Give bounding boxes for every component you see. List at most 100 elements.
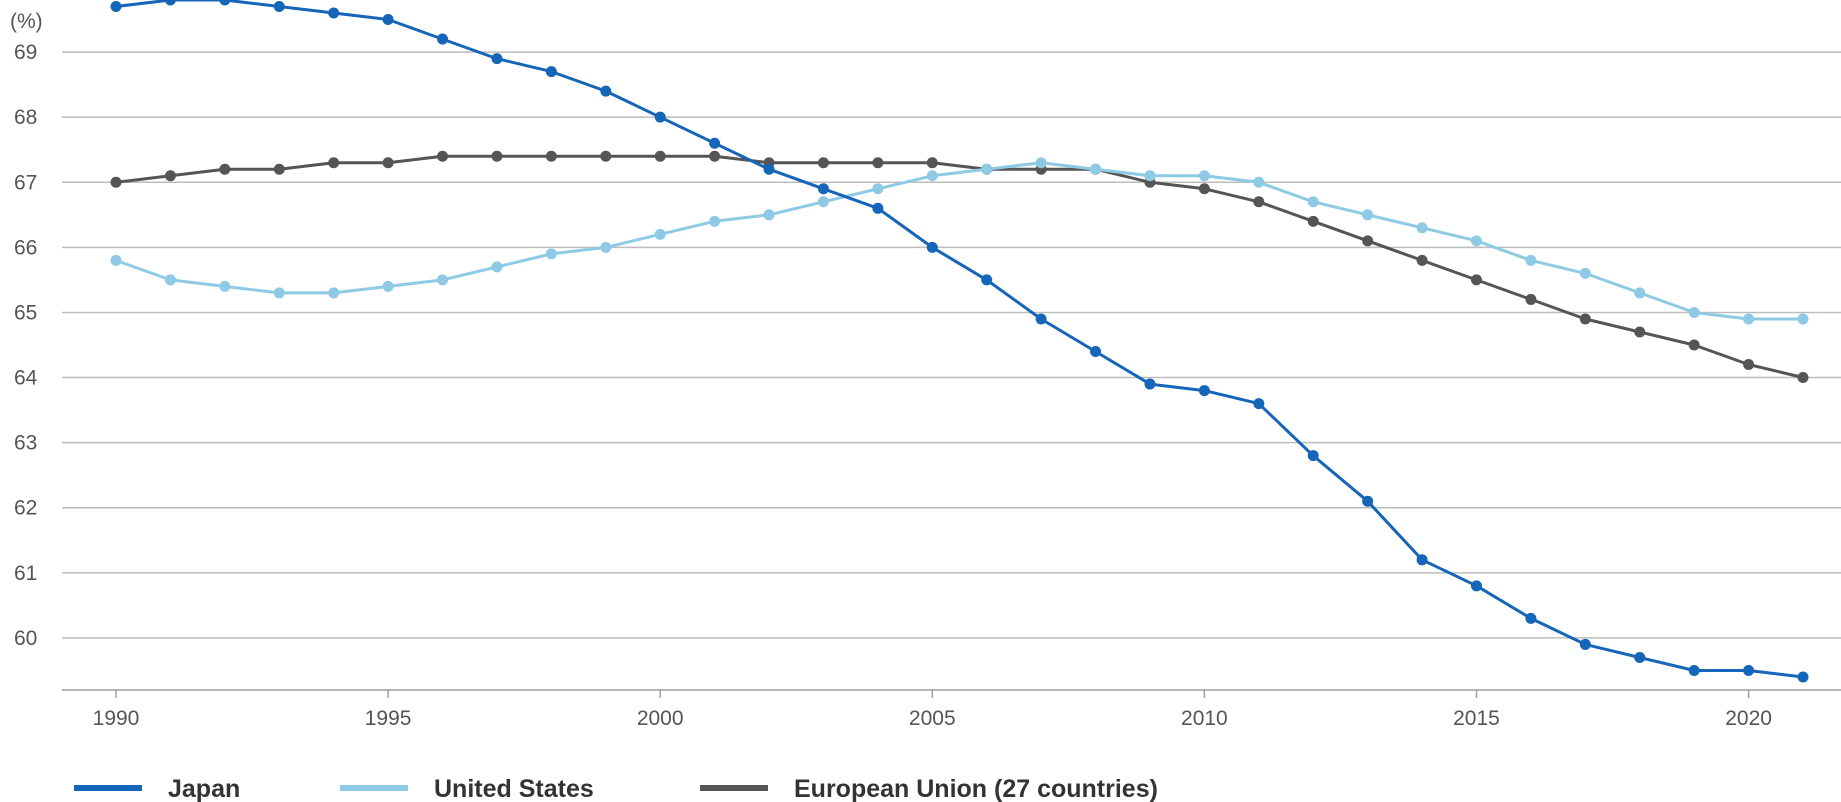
- y-tick-label-65: 65: [14, 301, 37, 324]
- data-point-united-states-2008: [1090, 163, 1102, 175]
- data-point-japan-1990: [110, 1, 122, 13]
- data-point-european-union-27-countries-2012: [1307, 215, 1319, 227]
- x-axis: 1990 1995 2000 2005 2010 2015 2020: [62, 689, 1841, 730]
- data-point-japan-2009: [1144, 378, 1156, 390]
- data-point-japan-1993: [273, 1, 285, 13]
- data-point-united-states-1992: [219, 280, 231, 292]
- x-tick-label-2015: 2015: [1453, 707, 1500, 730]
- data-point-european-union-27-countries-2020: [1743, 359, 1755, 371]
- data-point-united-states-2020: [1743, 313, 1755, 325]
- data-point-japan-2001: [709, 137, 721, 149]
- data-point-united-states-1999: [600, 241, 612, 253]
- data-point-united-states-1993: [273, 287, 285, 299]
- data-point-united-states-2016: [1525, 254, 1537, 266]
- y-tick-label-66: 66: [14, 236, 37, 259]
- grid-lines: [62, 51, 1841, 639]
- y-tick-label-62: 62: [14, 497, 37, 520]
- data-point-european-union-27-countries-2000: [654, 150, 666, 162]
- series-line-japan: [115, 0, 1804, 679]
- data-point-united-states-2000: [654, 228, 666, 240]
- data-point-japan-2003: [817, 183, 829, 195]
- data-point-european-union-27-countries-2015: [1470, 274, 1482, 286]
- data-point-european-union-27-countries-2010: [1198, 183, 1210, 195]
- series-line-united-states: [115, 161, 1803, 321]
- data-point-united-states-2006: [981, 163, 993, 175]
- data-point-japan-1995: [382, 14, 394, 26]
- data-point-united-states-2001: [709, 215, 721, 227]
- x-tick-label-1990: 1990: [93, 707, 140, 730]
- data-point-united-states-2003: [817, 196, 829, 208]
- data-point-united-states-1996: [437, 274, 449, 286]
- legend: Japan United States European Union (27 cou…: [74, 775, 1158, 802]
- data-point-japan-2004: [872, 202, 884, 214]
- data-point-united-states-2009: [1144, 170, 1156, 182]
- data-point-european-union-27-countries-2017: [1579, 313, 1591, 325]
- data-point-european-union-27-countries-2021: [1797, 372, 1809, 384]
- data-point-united-states-2019: [1688, 306, 1700, 318]
- data-point-european-union-27-countries-2011: [1253, 196, 1265, 208]
- data-point-european-union-27-countries-2001: [709, 150, 721, 162]
- data-point-united-states-1997: [491, 261, 503, 273]
- data-point-japan-1992: [219, 0, 231, 6]
- data-point-japan-2008: [1090, 346, 1102, 358]
- legend-item-european-union-27-countries: European Union (27 countries): [700, 775, 1158, 802]
- data-point-european-union-27-countries-2018: [1634, 326, 1646, 338]
- data-point-united-states-2018: [1634, 287, 1646, 299]
- data-point-japan-1996: [437, 33, 449, 45]
- data-point-japan-1994: [328, 7, 340, 19]
- series-lines: [110, 0, 1809, 683]
- data-point-united-states-2004: [872, 183, 884, 195]
- legend-label-european-union-27-countries: European Union (27 countries): [794, 775, 1158, 802]
- data-point-japan-2012: [1307, 450, 1319, 462]
- data-point-japan-1997: [491, 53, 503, 65]
- data-point-japan-2015: [1470, 580, 1482, 592]
- data-point-united-states-2017: [1579, 267, 1591, 279]
- y-tick-label-60: 60: [14, 627, 37, 650]
- data-point-united-states-2012: [1307, 196, 1319, 208]
- data-point-japan-2007: [1035, 313, 1047, 325]
- data-point-european-union-27-countries-2005: [926, 157, 938, 169]
- x-tick-label-2010: 2010: [1181, 707, 1228, 730]
- data-point-european-union-27-countries-1993: [273, 163, 285, 175]
- data-point-united-states-2014: [1416, 222, 1428, 234]
- x-tick-label-2005: 2005: [909, 707, 956, 730]
- data-point-japan-2017: [1579, 638, 1591, 650]
- data-point-european-union-27-countries-1991: [164, 170, 176, 182]
- data-point-european-union-27-countries-2004: [872, 157, 884, 169]
- series-united-states: [110, 157, 1809, 325]
- data-point-united-states-2002: [763, 209, 775, 221]
- legend-item-japan: Japan: [74, 775, 240, 802]
- data-point-european-union-27-countries-1994: [328, 157, 340, 169]
- data-point-united-states-2013: [1362, 209, 1374, 221]
- data-point-japan-1998: [545, 66, 557, 78]
- data-point-united-states-2007: [1035, 157, 1047, 169]
- y-tick-label-64: 64: [14, 367, 38, 390]
- y-tick-label-67: 67: [14, 171, 37, 194]
- data-point-european-union-27-countries-1997: [491, 150, 503, 162]
- data-point-japan-2002: [763, 163, 775, 175]
- data-point-united-states-1995: [382, 280, 394, 292]
- legend-label-japan: Japan: [168, 775, 240, 802]
- series-line-european-union-27-countries: [115, 154, 1804, 379]
- data-point-european-union-27-countries-2003: [817, 157, 829, 169]
- data-point-japan-1991: [164, 0, 176, 6]
- y-tick-label-68: 68: [14, 106, 37, 129]
- data-point-united-states-2005: [926, 170, 938, 182]
- data-point-european-union-27-countries-2013: [1362, 235, 1374, 247]
- data-point-european-union-27-countries-2014: [1416, 254, 1428, 266]
- data-point-japan-2018: [1634, 651, 1646, 663]
- x-tick-label-2000: 2000: [637, 707, 684, 730]
- data-point-european-union-27-countries-1995: [382, 157, 394, 169]
- x-tick-label-2020: 2020: [1725, 707, 1772, 730]
- data-point-european-union-27-countries-1990: [110, 176, 122, 188]
- series-japan: [110, 0, 1809, 683]
- data-point-united-states-2015: [1470, 235, 1482, 247]
- legend-label-united-states: United States: [434, 775, 594, 802]
- data-point-japan-2006: [981, 274, 993, 286]
- data-point-japan-2000: [654, 111, 666, 123]
- data-point-european-union-27-countries-1999: [600, 150, 612, 162]
- data-point-european-union-27-countries-1996: [437, 150, 449, 162]
- data-point-japan-2016: [1525, 612, 1537, 624]
- data-point-japan-2005: [926, 241, 938, 253]
